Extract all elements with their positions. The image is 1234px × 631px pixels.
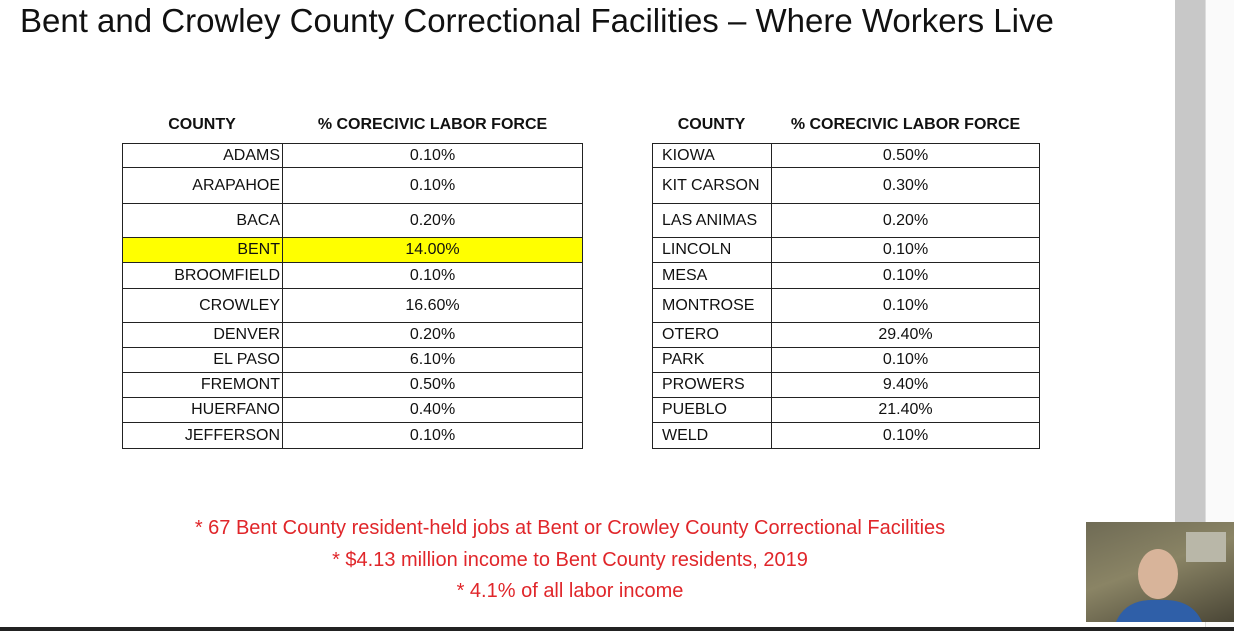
- county-cell: BENT: [123, 238, 283, 262]
- percent-cell: 14.00%: [405, 241, 460, 258]
- column-header: COUNTY: [677, 116, 746, 133]
- percent-cell: 0.10%: [882, 241, 929, 258]
- percent-cell: 0.10%: [882, 266, 929, 284]
- table-row: DENVER 0.20%: [122, 323, 583, 348]
- footnote: * $4.13 million income to Bent County re…: [332, 548, 808, 571]
- county-cell: KIOWA: [653, 144, 772, 167]
- column-header: % CORECIVIC LABOR FORCE: [317, 116, 548, 133]
- percent-cell: 9.40%: [882, 376, 929, 393]
- table-row: KIOWA 0.50%: [652, 143, 1040, 168]
- county-cell: KIT CARSON: [653, 168, 772, 203]
- slide-title: Bent and Crowley County Correctional Fac…: [20, 2, 1054, 39]
- footnotes: * 67 Bent County resident-held jobs at B…: [0, 513, 1140, 608]
- percent-cell: 0.40%: [409, 401, 456, 418]
- footnote: * 67 Bent County resident-held jobs at B…: [194, 517, 946, 539]
- county-cell: DENVER: [123, 323, 283, 347]
- table-row: ARAPAHOE 0.10%: [122, 168, 583, 204]
- percent-cell: 0.30%: [882, 176, 929, 194]
- table-row: OTERO 29.40%: [652, 323, 1040, 348]
- table-row: BENT 14.00%: [122, 238, 583, 263]
- percent-cell: 0.10%: [409, 266, 456, 284]
- table-row: PARK 0.10%: [652, 348, 1040, 373]
- county-cell: PUEBLO: [653, 398, 772, 422]
- table-row: LINCOLN 0.10%: [652, 238, 1040, 263]
- table-row: FREMONT 0.50%: [122, 373, 583, 398]
- scrollbar: [1175, 0, 1205, 522]
- table-row: LAS ANIMAS 0.20%: [652, 204, 1040, 238]
- county-cell: OTERO: [653, 323, 772, 347]
- percent-cell: 6.10%: [409, 351, 456, 368]
- face: [1138, 549, 1178, 599]
- percent-cell: 29.40%: [878, 326, 933, 343]
- table-row: MESA 0.10%: [652, 263, 1040, 289]
- percent-cell: 0.20%: [409, 326, 456, 343]
- county-cell: PROWERS: [653, 373, 772, 397]
- percent-cell: 0.50%: [409, 376, 456, 393]
- column-header: % CORECIVIC LABOR FORCE: [790, 116, 1021, 133]
- webcam-inset: [1086, 522, 1234, 622]
- table-row: WELD 0.10%: [652, 423, 1040, 449]
- bottom-bar: [0, 627, 1234, 631]
- table-row: BROOMFIELD 0.10%: [122, 263, 583, 289]
- county-cell: BACA: [123, 204, 283, 237]
- table-row: EL PASO 6.10%: [122, 348, 583, 373]
- percent-cell: 16.60%: [405, 296, 460, 314]
- table-row: MONTROSE 0.10%: [652, 289, 1040, 323]
- county-cell: CROWLEY: [123, 289, 283, 322]
- county-cell: MONTROSE: [653, 289, 772, 322]
- county-cell: FREMONT: [123, 373, 283, 397]
- county-cell: PARK: [653, 348, 772, 372]
- county-cell: WELD: [653, 423, 772, 448]
- county-cell: HUERFANO: [123, 398, 283, 422]
- shirt: [1116, 599, 1202, 622]
- percent-cell: 0.10%: [409, 146, 456, 164]
- percent-cell: 0.20%: [409, 211, 456, 229]
- table-row: CROWLEY 16.60%: [122, 289, 583, 323]
- footnote: * 4.1% of all labor income: [456, 580, 684, 602]
- percent-cell: 0.10%: [882, 426, 929, 444]
- column-header: COUNTY: [168, 116, 236, 133]
- table-row: PROWERS 9.40%: [652, 373, 1040, 398]
- county-cell: EL PASO: [123, 348, 283, 372]
- county-cell: MESA: [653, 263, 772, 288]
- county-cell: ADAMS: [123, 144, 283, 167]
- webcam-figure: [1116, 532, 1226, 622]
- percent-cell: 0.50%: [882, 146, 929, 164]
- county-cell: ARAPAHOE: [123, 168, 283, 203]
- county-cell: JEFFERSON: [123, 423, 283, 448]
- table-row: HUERFANO 0.40%: [122, 398, 583, 423]
- county-cell: BROOMFIELD: [123, 263, 283, 288]
- table-row: ADAMS 0.10%: [122, 143, 583, 168]
- percent-cell: 21.40%: [878, 401, 933, 418]
- percent-cell: 0.10%: [882, 351, 929, 368]
- percent-cell: 0.20%: [882, 211, 929, 229]
- table-row: KIT CARSON 0.30%: [652, 168, 1040, 204]
- table-row: JEFFERSON 0.10%: [122, 423, 583, 449]
- county-cell: LAS ANIMAS: [653, 204, 772, 237]
- table-row: PUEBLO 21.40%: [652, 398, 1040, 423]
- percent-cell: 0.10%: [882, 296, 929, 314]
- percent-cell: 0.10%: [409, 426, 456, 444]
- percent-cell: 0.10%: [409, 176, 456, 194]
- table-row: BACA 0.20%: [122, 204, 583, 238]
- county-cell: LINCOLN: [653, 238, 772, 262]
- picture-frame: [1186, 532, 1226, 562]
